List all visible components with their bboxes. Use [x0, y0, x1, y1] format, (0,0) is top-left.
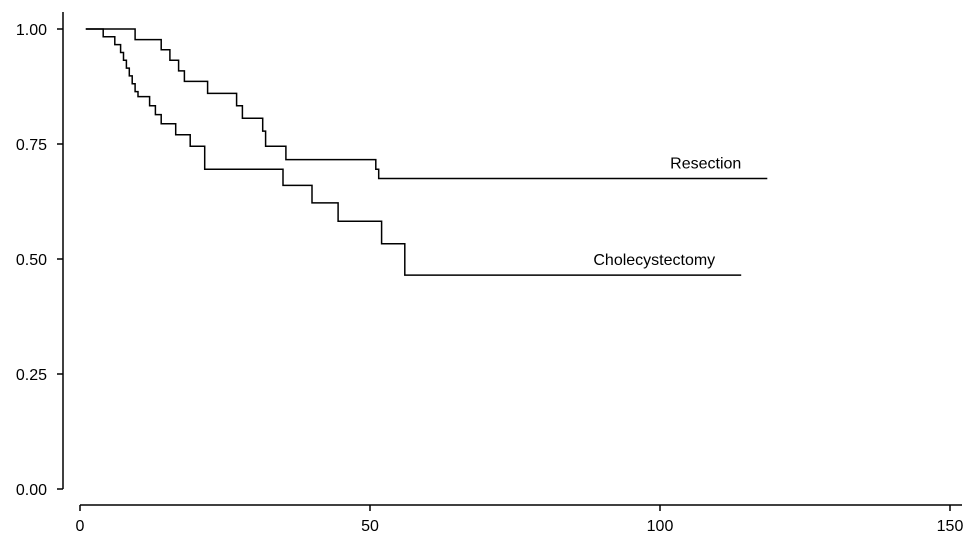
y-tick-label: 0.75 [16, 137, 47, 154]
series-labels: Resection Cholecystectomy [593, 156, 741, 270]
y-tick-label: 0.50 [16, 252, 47, 269]
x-tick-label: 0 [76, 518, 85, 535]
y-tick-label: 0.00 [16, 482, 47, 499]
x-tick-label: 100 [647, 518, 674, 535]
series-line-cholecystectomy [85, 28, 742, 276]
y-tick-label: 1.00 [16, 22, 47, 39]
series-line-resection [85, 28, 768, 180]
series-label-cholecystectomy: Cholecystectomy [593, 252, 715, 269]
x-tick-label: 150 [937, 518, 964, 535]
series-label-resection: Resection [670, 156, 741, 173]
x-tick-label: 50 [361, 518, 379, 535]
series-lines [85, 28, 768, 276]
axes: 0.00 0.25 0.50 0.75 1.00 0 50 100 150 [16, 12, 964, 535]
y-tick-label: 0.25 [16, 367, 47, 384]
